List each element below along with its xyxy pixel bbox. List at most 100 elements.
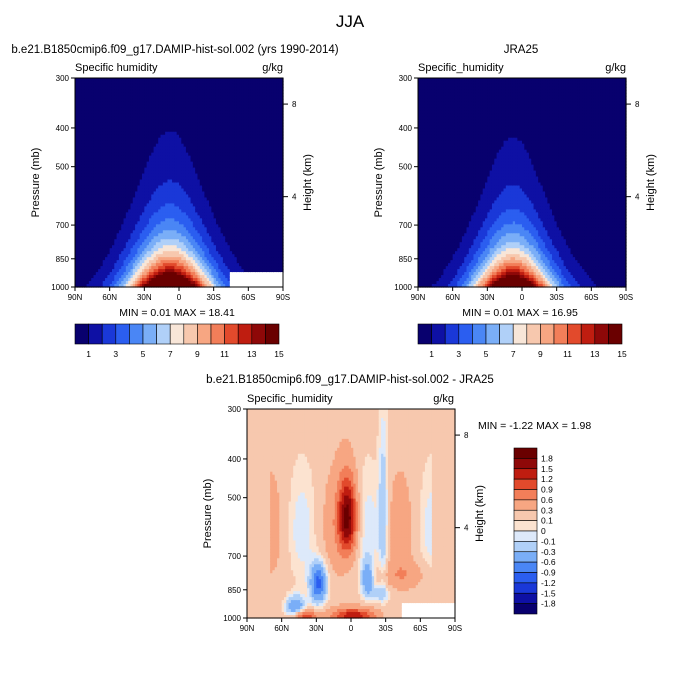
field-cell [197, 182, 201, 187]
field-cell [84, 254, 88, 258]
field-cell [111, 78, 115, 82]
field-cell [146, 95, 150, 100]
field-cell [165, 104, 169, 109]
field-cell [81, 167, 85, 172]
field-cell [222, 185, 226, 190]
field-cell [114, 104, 118, 109]
field-cell [202, 101, 206, 106]
field-cell [75, 173, 78, 178]
field-cell [167, 173, 171, 178]
field-cell [105, 101, 108, 106]
field-cell [227, 146, 231, 151]
field-cell [158, 176, 162, 181]
field-cell [114, 83, 118, 88]
field-cell [222, 140, 226, 145]
field-cell [225, 230, 229, 234]
field-cell [81, 95, 85, 100]
field-cell [91, 185, 95, 190]
field-cell [185, 113, 189, 118]
field-cell [190, 203, 194, 207]
field-cell [91, 146, 95, 151]
field-cell [130, 140, 134, 145]
field-cell [132, 119, 136, 124]
field-cell [215, 236, 219, 240]
field-cell [135, 164, 138, 169]
field-cell [135, 242, 138, 246]
field-cell [197, 89, 201, 94]
field-cell [232, 209, 236, 213]
field-cell [227, 89, 231, 94]
field-cell [215, 110, 219, 115]
field-cell [192, 227, 196, 231]
field-cell [202, 281, 206, 285]
field-cell [222, 89, 226, 94]
field-cell [169, 104, 173, 109]
field-cell [239, 128, 242, 133]
field-cell [218, 110, 222, 115]
field-cell [95, 155, 99, 160]
field-cell [218, 203, 222, 207]
field-cell [176, 89, 180, 94]
field-cell [107, 146, 111, 151]
field-cell [111, 218, 115, 222]
field-cell [128, 83, 132, 88]
field-cell [220, 78, 224, 82]
field-cell [218, 80, 222, 85]
field-cell [130, 92, 134, 97]
field-cell [167, 227, 171, 231]
field-cell [91, 191, 95, 196]
field-cell [118, 89, 122, 94]
field-cell [190, 155, 194, 160]
field-cell [148, 230, 152, 234]
field-cell [239, 78, 242, 82]
field-cell [202, 221, 206, 225]
field-cell [105, 134, 108, 139]
field-cell [218, 113, 222, 118]
field-cell [162, 236, 166, 240]
field-cell [215, 185, 219, 190]
field-cell [105, 155, 108, 160]
field-cell [211, 158, 215, 163]
field-cell [206, 98, 210, 103]
field-cell [213, 80, 217, 85]
field-cell [160, 116, 164, 121]
field-cell [232, 221, 236, 225]
field-cell [118, 200, 122, 204]
field-cell [174, 248, 178, 252]
field-cell [132, 176, 136, 181]
field-cell [185, 245, 189, 249]
field-cell [77, 170, 81, 175]
field-cell [125, 266, 129, 270]
field-cell [190, 167, 194, 172]
field-cell [185, 224, 189, 228]
field-cell [95, 161, 99, 166]
field-cell [105, 119, 108, 124]
field-cell [109, 134, 113, 139]
field-cell [158, 257, 162, 261]
field-cell [151, 248, 155, 252]
field-cell [202, 254, 206, 258]
field-cell [88, 86, 92, 91]
field-cell [202, 92, 206, 97]
field-cell [176, 239, 180, 243]
field-cell [125, 137, 129, 142]
field-cell [236, 194, 240, 199]
field-cell [79, 215, 83, 219]
field-cell [162, 200, 166, 204]
field-cell [204, 155, 208, 160]
field-cell [160, 170, 164, 175]
field-cell [125, 245, 129, 249]
field-cell [148, 254, 152, 258]
field-cell [121, 155, 125, 160]
field-cell [93, 224, 97, 228]
field-cell [227, 155, 231, 160]
field-cell [128, 245, 132, 249]
field-cell [236, 236, 240, 240]
field-cell [236, 80, 240, 85]
field-cell [190, 137, 194, 142]
field-cell [227, 224, 231, 228]
field-cell [155, 122, 159, 127]
field-cell [172, 260, 175, 264]
field-cell [176, 212, 180, 216]
field-cell [215, 251, 219, 255]
